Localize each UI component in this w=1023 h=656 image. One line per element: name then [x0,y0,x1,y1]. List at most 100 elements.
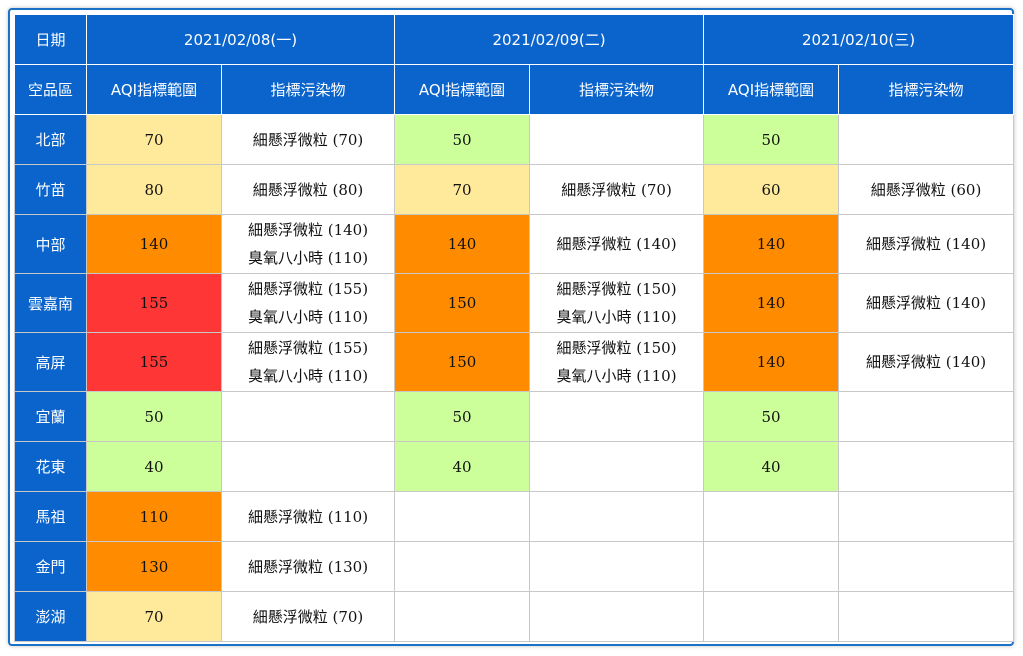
pollutant-cell: 細懸浮微粒 (140) [838,332,1015,392]
aqi-value: 70 [86,114,222,165]
aqi-value: 80 [86,164,222,215]
aqi-value [703,541,840,592]
pollutant-cell [220,441,396,492]
pollutant-cell: 細懸浮微粒 (140) [529,214,705,274]
region-header-label: 空品區 [14,64,87,115]
aqi-value: 60 [703,164,840,215]
aqi-value: 50 [394,391,531,442]
aqi-range-header: AQI指標範圍 [394,64,531,115]
aqi-value: 140 [703,332,840,392]
aqi-value: 70 [86,591,222,642]
region-name: 澎湖 [14,591,87,642]
aqi-value: 50 [703,114,840,165]
pollutant-cell [838,491,1015,542]
aqi-value: 155 [86,332,222,392]
pollutant-text: 細懸浮微粒 (80) [252,180,364,199]
pollutant-cell: 細懸浮微粒 (150) 臭氧八小時 (110) [529,332,705,392]
pollutant-cell [529,441,705,492]
pollutant-text: 細懸浮微粒 (70) [561,180,672,199]
region-name: 花東 [14,441,87,492]
region-name: 竹苗 [14,164,87,215]
day-date-header: 2021/02/09(二) [394,14,705,65]
pollutant-cell: 細懸浮微粒 (60) [838,164,1015,215]
aqi-range-header: AQI指標範圍 [703,64,840,115]
pollutant-cell [838,591,1015,642]
region-name: 馬祖 [14,491,87,542]
pollutant-cell [529,591,705,642]
table-row: 中部 140 細懸浮微粒 (140) 臭氧八小時 (110) 140 細懸浮微粒 (140… [14,214,1015,274]
pollutant-cell [838,441,1015,492]
pollutant-cell: 細懸浮微粒 (155) 臭氧八小時 (110) [220,332,396,392]
aqi-value: 150 [394,332,531,392]
pollutant-cell [529,391,705,442]
pollutant-cell: 細懸浮微粒 (70) [220,591,396,642]
aqi-range-header: AQI指標範圍 [86,64,222,115]
aqi-value: 50 [703,391,840,442]
pollutant-text: 臭氧八小時 (110) [247,367,369,385]
pollutant-text: 細懸浮微粒 (110) [247,507,369,526]
table-row: 馬祖 110 細懸浮微粒 (110) [14,491,1015,542]
pollutant-text: 臭氧八小時 (110) [556,367,677,385]
pollutant-cell [529,114,705,165]
table-body: 北部 70 細懸浮微粒 (70) 50 50 竹苗 80 細懸浮微粒 (80) 70 細懸浮微粒 … [14,114,1015,642]
aqi-value: 70 [394,164,531,215]
pollutant-text: 細懸浮微粒 (60) [870,180,982,199]
pollutant-cell: 細懸浮微粒 (150) 臭氧八小時 (110) [529,273,705,333]
aqi-value: 40 [86,441,222,492]
pollutant-text: 細懸浮微粒 (130) [247,557,369,576]
pollutant-text: 細懸浮微粒 (140) [865,353,987,371]
pollutant-cell: 細懸浮微粒 (140) [838,273,1015,333]
aqi-value [394,541,531,592]
region-name: 中部 [14,214,87,274]
pollutant-cell [838,541,1015,592]
aqi-value: 130 [86,541,222,592]
pollutant-cell: 細懸浮微粒 (155) 臭氧八小時 (110) [220,273,396,333]
aqi-value: 50 [86,391,222,442]
region-name: 高屏 [14,332,87,392]
table-row: 北部 70 細懸浮微粒 (70) 50 50 [14,114,1015,165]
pollutant-cell: 細懸浮微粒 (70) [529,164,705,215]
day-date-header: 2021/02/08(一) [85,14,396,65]
pollutant-cell [529,491,705,542]
region-name: 宜蘭 [14,391,87,442]
aqi-value: 40 [703,441,840,492]
table-row: 雲嘉南 155 細懸浮微粒 (155) 臭氧八小時 (110) 150 細懸浮微粒 (15… [14,273,1015,333]
aqi-value: 140 [703,273,840,333]
aqi-value [703,591,840,642]
pollutant-text: 細懸浮微粒 (155) [247,339,369,357]
region-name: 北部 [14,114,87,165]
table-row: 高屏 155 細懸浮微粒 (155) 臭氧八小時 (110) 150 細懸浮微粒 (150… [14,332,1015,392]
pollutant-cell: 細懸浮微粒 (110) [220,491,396,542]
pollutant-header: 指標污染物 [529,64,705,115]
aqi-forecast-table: 日期 2021/02/08(一) 2021/02/09(二) 2021/02/1… [14,14,1015,642]
table-row: 竹苗 80 細懸浮微粒 (80) 70 細懸浮微粒 (70) 60 細懸浮微粒 (60) [14,164,1015,215]
pollutant-text: 細懸浮微粒 (70) [252,130,364,149]
region-name: 金門 [14,541,87,592]
pollutant-text: 臭氧八小時 (110) [247,249,369,267]
pollutant-cell: 細懸浮微粒 (130) [220,541,396,592]
pollutant-header: 指標污染物 [838,64,1015,115]
pollutant-cell [529,541,705,592]
aqi-value: 155 [86,273,222,333]
aqi-value: 140 [86,214,222,274]
pollutant-text: 細懸浮微粒 (155) [247,280,369,298]
pollutant-text: 細懸浮微粒 (150) [556,280,677,298]
pollutant-cell [838,391,1015,442]
pollutant-text: 臭氧八小時 (110) [556,308,677,326]
pollutant-cell: 細懸浮微粒 (140) 臭氧八小時 (110) [220,214,396,274]
table-row: 花東 40 40 40 [14,441,1015,492]
date-header-label: 日期 [14,14,87,65]
pollutant-cell: 細懸浮微粒 (80) [220,164,396,215]
aqi-value: 140 [703,214,840,274]
pollutant-cell: 細懸浮微粒 (70) [220,114,396,165]
aqi-value: 140 [394,214,531,274]
pollutant-cell [220,391,396,442]
table-row: 宜蘭 50 50 50 [14,391,1015,442]
pollutant-text: 細懸浮微粒 (140) [865,235,987,253]
pollutant-text: 細懸浮微粒 (140) [865,294,987,312]
table-row: 澎湖 70 細懸浮微粒 (70) [14,591,1015,642]
aqi-value [394,491,531,542]
aqi-value: 40 [394,441,531,492]
pollutant-text: 細懸浮微粒 (140) [556,235,677,253]
aqi-value: 50 [394,114,531,165]
